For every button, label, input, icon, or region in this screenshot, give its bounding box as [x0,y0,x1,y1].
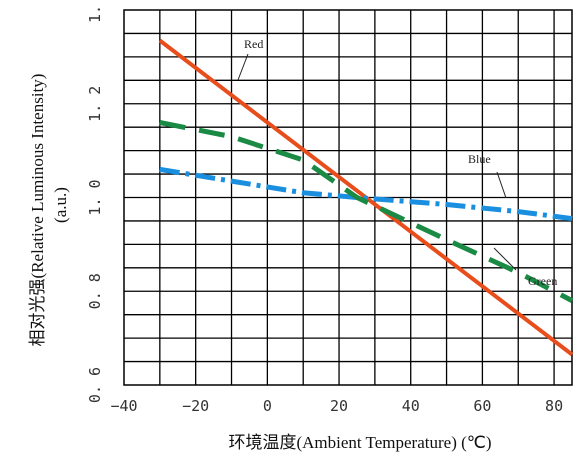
x-tick-label: −40 [110,397,137,415]
y-tick-label: 1. 0 [86,179,104,215]
x-axis-title: 环境温度(Ambient Temperature) (℃) [228,433,491,452]
grid [123,9,573,386]
y-tick-label: 0. 6 [86,367,104,403]
series-label-blue: Blue [468,152,491,166]
series-line-blue [159,166,573,222]
y-axis-title: 相对光强(Relative Luminous Intensity) [28,74,47,347]
series-label-green: Green [528,274,557,288]
x-tick-label: 0 [263,397,272,415]
x-tick-label: 40 [402,397,420,415]
y-tick-label: 0. 8 [86,273,104,309]
x-tick-label: 80 [545,397,563,415]
series-line-green [159,120,574,303]
leader-line-red [237,53,249,81]
x-tick-label: 20 [330,397,348,415]
x-tick-label: −20 [182,397,209,415]
y-tick-label: 1. [86,5,104,23]
x-tick-label: 60 [473,397,491,415]
y-tick-label: 1. 2 [86,86,104,122]
series-label-red: Red [244,37,263,51]
leader-line-green [493,247,517,271]
tick-labels: −40 −20 0 20 40 60 80 0. 6 0. 8 1. 0 1. 2 1. [86,5,563,415]
series-lines [158,38,574,357]
y-axis-unit: (a.u.) [51,187,70,223]
leader-line-blue [496,171,507,199]
